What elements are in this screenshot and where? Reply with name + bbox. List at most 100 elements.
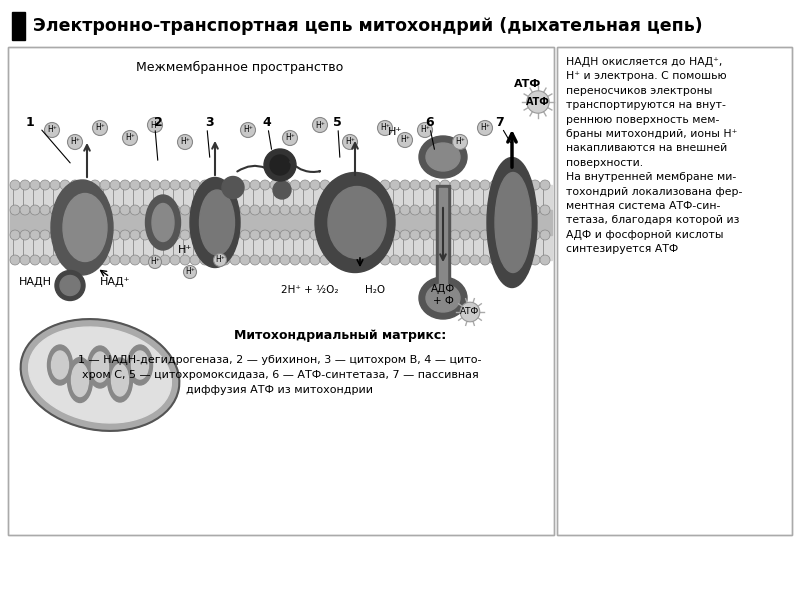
Circle shape bbox=[100, 230, 110, 240]
Circle shape bbox=[390, 180, 400, 190]
Circle shape bbox=[260, 180, 270, 190]
Circle shape bbox=[500, 180, 510, 190]
Circle shape bbox=[170, 180, 180, 190]
Circle shape bbox=[360, 180, 370, 190]
Circle shape bbox=[282, 130, 298, 145]
Circle shape bbox=[510, 180, 520, 190]
Circle shape bbox=[120, 205, 130, 215]
Text: АТФ: АТФ bbox=[514, 79, 542, 89]
Bar bbox=[8, 47, 554, 535]
Circle shape bbox=[530, 180, 540, 190]
Circle shape bbox=[260, 230, 270, 240]
Ellipse shape bbox=[111, 364, 129, 396]
Circle shape bbox=[60, 230, 70, 240]
Text: H⁺: H⁺ bbox=[388, 127, 402, 137]
Circle shape bbox=[460, 255, 470, 265]
Circle shape bbox=[230, 180, 240, 190]
Circle shape bbox=[30, 180, 40, 190]
Circle shape bbox=[500, 230, 510, 240]
Circle shape bbox=[370, 205, 380, 215]
Circle shape bbox=[540, 205, 550, 215]
Circle shape bbox=[240, 180, 250, 190]
Text: H⁺: H⁺ bbox=[215, 256, 225, 265]
Circle shape bbox=[440, 205, 450, 215]
Ellipse shape bbox=[222, 176, 244, 199]
Circle shape bbox=[470, 230, 480, 240]
Ellipse shape bbox=[51, 180, 113, 275]
Circle shape bbox=[70, 180, 80, 190]
Circle shape bbox=[310, 205, 320, 215]
Circle shape bbox=[110, 205, 120, 215]
Circle shape bbox=[540, 180, 550, 190]
Ellipse shape bbox=[270, 155, 290, 175]
Circle shape bbox=[320, 205, 330, 215]
Circle shape bbox=[250, 255, 260, 265]
Circle shape bbox=[190, 180, 200, 190]
Circle shape bbox=[50, 180, 60, 190]
Circle shape bbox=[150, 255, 160, 265]
Circle shape bbox=[340, 255, 350, 265]
Text: 1 — НАДН-дегидрогеназа, 2 — убихинон, 3 — цитохром В, 4 — цито-
хром С, 5 — цито: 1 — НАДН-дегидрогеназа, 2 — убихинон, 3 … bbox=[78, 355, 482, 395]
Circle shape bbox=[520, 205, 530, 215]
Circle shape bbox=[200, 230, 210, 240]
Circle shape bbox=[390, 205, 400, 215]
Circle shape bbox=[450, 255, 460, 265]
Ellipse shape bbox=[190, 178, 240, 268]
Circle shape bbox=[20, 205, 30, 215]
Circle shape bbox=[470, 255, 480, 265]
Circle shape bbox=[370, 230, 380, 240]
Circle shape bbox=[30, 205, 40, 215]
Circle shape bbox=[520, 255, 530, 265]
Circle shape bbox=[80, 205, 90, 215]
Circle shape bbox=[460, 180, 470, 190]
Circle shape bbox=[160, 255, 170, 265]
Circle shape bbox=[460, 230, 470, 240]
Circle shape bbox=[110, 180, 120, 190]
Circle shape bbox=[470, 180, 480, 190]
Circle shape bbox=[510, 230, 520, 240]
Circle shape bbox=[530, 230, 540, 240]
Circle shape bbox=[110, 230, 120, 240]
Circle shape bbox=[220, 230, 230, 240]
Circle shape bbox=[300, 205, 310, 215]
Text: 2: 2 bbox=[154, 115, 162, 128]
Circle shape bbox=[178, 134, 193, 149]
Circle shape bbox=[410, 255, 420, 265]
Circle shape bbox=[520, 180, 530, 190]
Circle shape bbox=[490, 205, 500, 215]
Circle shape bbox=[430, 180, 440, 190]
Circle shape bbox=[40, 255, 50, 265]
Text: 1: 1 bbox=[26, 115, 34, 128]
Bar bbox=[436, 185, 450, 290]
Circle shape bbox=[90, 230, 100, 240]
Circle shape bbox=[190, 255, 200, 265]
Circle shape bbox=[210, 180, 220, 190]
Text: НАД⁺: НАД⁺ bbox=[100, 277, 130, 287]
Circle shape bbox=[80, 180, 90, 190]
Circle shape bbox=[130, 205, 140, 215]
Text: 3: 3 bbox=[206, 115, 214, 128]
Circle shape bbox=[90, 255, 100, 265]
Circle shape bbox=[40, 205, 50, 215]
Circle shape bbox=[310, 230, 320, 240]
Circle shape bbox=[50, 255, 60, 265]
Ellipse shape bbox=[199, 190, 234, 255]
Text: H⁺: H⁺ bbox=[285, 133, 295, 142]
Ellipse shape bbox=[29, 327, 171, 423]
Circle shape bbox=[540, 230, 550, 240]
Circle shape bbox=[290, 255, 300, 265]
Circle shape bbox=[120, 255, 130, 265]
Circle shape bbox=[67, 134, 82, 149]
Circle shape bbox=[280, 180, 290, 190]
Circle shape bbox=[490, 255, 500, 265]
Circle shape bbox=[150, 205, 160, 215]
Circle shape bbox=[10, 230, 20, 240]
Circle shape bbox=[418, 122, 433, 137]
Circle shape bbox=[280, 255, 290, 265]
Circle shape bbox=[450, 230, 460, 240]
Text: H⁺: H⁺ bbox=[125, 133, 135, 142]
Circle shape bbox=[270, 255, 280, 265]
Circle shape bbox=[460, 302, 480, 322]
Circle shape bbox=[90, 205, 100, 215]
Ellipse shape bbox=[127, 345, 153, 385]
